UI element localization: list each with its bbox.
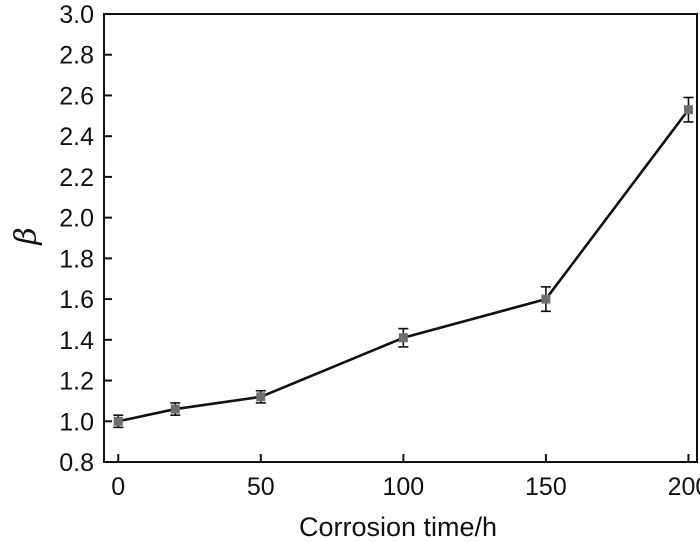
y-tick-label: 2.2 — [59, 164, 94, 192]
y-tick-label: 1.8 — [59, 245, 94, 273]
x-tick-label: 50 — [247, 473, 275, 501]
y-tick-label: 1.2 — [59, 368, 94, 396]
y-axis-title: β — [9, 227, 44, 245]
y-tick-label: 1.0 — [59, 408, 94, 436]
data-point — [170, 404, 180, 414]
y-tick-label: 2.0 — [59, 205, 94, 233]
x-tick-label: 100 — [382, 473, 424, 501]
series-line — [117, 108, 690, 423]
y-tick-label: 2.6 — [59, 82, 94, 110]
plot-frame — [103, 13, 698, 463]
data-point — [398, 333, 408, 343]
x-tick-label: 150 — [525, 473, 567, 501]
data-series — [113, 96, 694, 429]
y-tick-label: 3.0 — [59, 1, 94, 29]
x-axis-ticks: 0 50 100 150 200 — [111, 454, 700, 501]
y-tick-label: 0.8 — [59, 449, 94, 477]
data-point — [256, 392, 266, 402]
data-point — [541, 294, 551, 304]
y-tick-label: 2.4 — [59, 123, 94, 151]
x-tick-label: 200 — [668, 473, 700, 501]
y-tick-label: 1.6 — [59, 286, 94, 314]
y-axis-ticks: 0.8 1.0 1.2 1.4 1.6 1.8 2.0 2.2 2.4 2.6 2.8 3.0 — [59, 1, 112, 477]
y-tick-label: 2.8 — [59, 42, 94, 70]
x-axis-title: Corrosion time/h — [299, 512, 497, 542]
x-tick-label: 0 — [111, 473, 125, 501]
y-tick-label: 1.4 — [59, 327, 94, 355]
data-point — [113, 416, 123, 426]
data-point — [683, 105, 693, 115]
